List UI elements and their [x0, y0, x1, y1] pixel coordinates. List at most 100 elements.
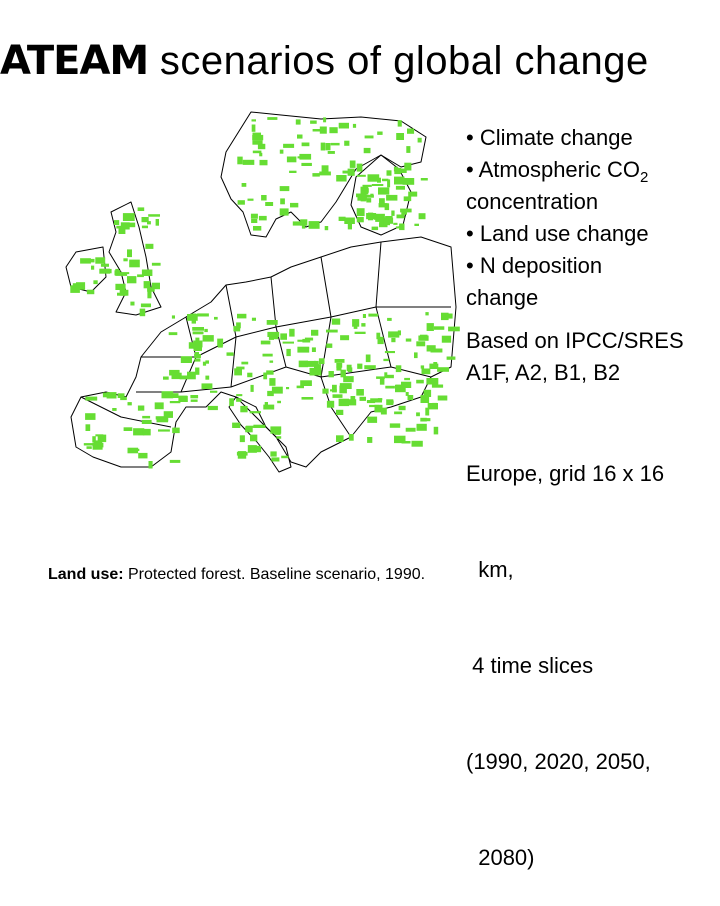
forest-patch: [394, 411, 403, 415]
forest-patch: [118, 226, 126, 234]
forest-patch: [192, 327, 204, 331]
forest-patch: [431, 384, 444, 388]
forest-patch: [270, 336, 279, 340]
forest-patch: [217, 338, 224, 347]
forest-patch: [142, 415, 151, 419]
forest-patch: [267, 117, 278, 120]
forest-patch: [289, 170, 297, 173]
forest-patch: [271, 457, 280, 462]
forest-patch: [328, 371, 334, 378]
list-item: • N deposition change: [466, 250, 649, 314]
forest-patch: [404, 377, 410, 381]
forest-patch: [402, 178, 415, 185]
forest-patch: [437, 395, 448, 401]
forest-patch: [403, 196, 412, 202]
forest-patch: [242, 159, 255, 165]
forest-patch: [367, 174, 380, 182]
forest-patch: [140, 303, 151, 308]
forest-patch: [393, 222, 398, 225]
forest-patch: [425, 407, 430, 416]
ateam-logo-text: ATEAM: [0, 38, 149, 84]
forest-patch: [195, 367, 200, 375]
forest-patch: [260, 340, 271, 345]
forest-patch: [168, 332, 178, 336]
forest-patch: [92, 436, 96, 443]
forest-patch: [356, 193, 363, 198]
forest-patch: [205, 360, 209, 364]
forest-patch: [292, 221, 302, 226]
forest-patch: [251, 317, 256, 321]
forest-patch: [229, 398, 234, 407]
forest-patch: [207, 405, 218, 411]
drivers-list: • Climate change • Atmospheric CO2 concen…: [466, 122, 649, 314]
forest-patch: [366, 198, 372, 203]
forest-patch: [416, 341, 426, 347]
forest-patch: [343, 376, 354, 383]
forest-patch: [326, 400, 335, 408]
forest-patch: [270, 451, 277, 457]
forest-patch: [339, 385, 347, 394]
forest-patch: [334, 359, 345, 363]
forest-patch: [376, 376, 385, 379]
forest-patch: [391, 337, 396, 343]
forest-patch: [245, 426, 253, 433]
forest-patch: [301, 142, 310, 147]
forest-patch: [163, 418, 169, 422]
forest-patch: [383, 358, 389, 362]
forest-patch: [253, 226, 262, 231]
forest-patch: [367, 416, 378, 423]
forest-patch: [123, 258, 128, 262]
forest-patch: [201, 383, 213, 389]
forest-patch: [280, 333, 287, 340]
forest-patch: [250, 213, 258, 219]
forest-patch: [441, 312, 449, 321]
forest-patch: [281, 455, 289, 459]
forest-patch: [236, 322, 241, 329]
forest-patch: [400, 208, 412, 213]
forest-patch: [301, 397, 314, 400]
bullet-text: Climate change: [479, 125, 633, 150]
forest-patch: [290, 202, 299, 208]
forest-patch: [130, 301, 135, 306]
forest-patch: [356, 174, 366, 177]
forest-patch: [430, 348, 443, 353]
forest-patch: [85, 424, 91, 431]
forest-patch: [247, 445, 257, 453]
forest-patch: [336, 435, 344, 442]
forest-patch: [326, 343, 333, 348]
forest-patch: [122, 213, 135, 221]
forest-patch: [178, 395, 188, 399]
forest-patch: [386, 194, 398, 201]
forest-patch: [299, 153, 312, 160]
forest-patch: [232, 422, 241, 428]
forest-patch: [371, 226, 379, 231]
forest-patch: [161, 391, 174, 399]
forest-patch: [326, 329, 338, 333]
forest-patch: [270, 426, 282, 434]
forest-patch: [102, 392, 109, 398]
forest-patch: [342, 170, 352, 174]
forest-patch: [405, 338, 412, 342]
forest-patch: [172, 427, 180, 434]
caption-text: Protected forest. Baseline scenario, 199…: [123, 566, 426, 583]
forest-patch: [234, 368, 242, 376]
forest-patch: [373, 213, 385, 220]
forest-patch: [151, 262, 161, 266]
forest-patch: [405, 427, 416, 432]
forest-patch: [171, 315, 175, 319]
forest-patch: [360, 193, 367, 200]
forest-patch: [249, 411, 261, 414]
forest-patch: [329, 127, 338, 134]
forest-patch: [396, 214, 405, 219]
forest-patch: [266, 370, 274, 375]
forest-patch: [368, 212, 374, 221]
forest-patch: [391, 210, 395, 216]
forest-patch: [120, 272, 130, 275]
forest-patch: [129, 259, 140, 268]
forest-patch: [426, 323, 434, 331]
forest-patch: [420, 365, 425, 369]
grid-line: km,: [466, 557, 514, 582]
forest-patch: [145, 243, 154, 249]
forest-patch: [297, 346, 310, 353]
forest-patch: [296, 385, 304, 389]
